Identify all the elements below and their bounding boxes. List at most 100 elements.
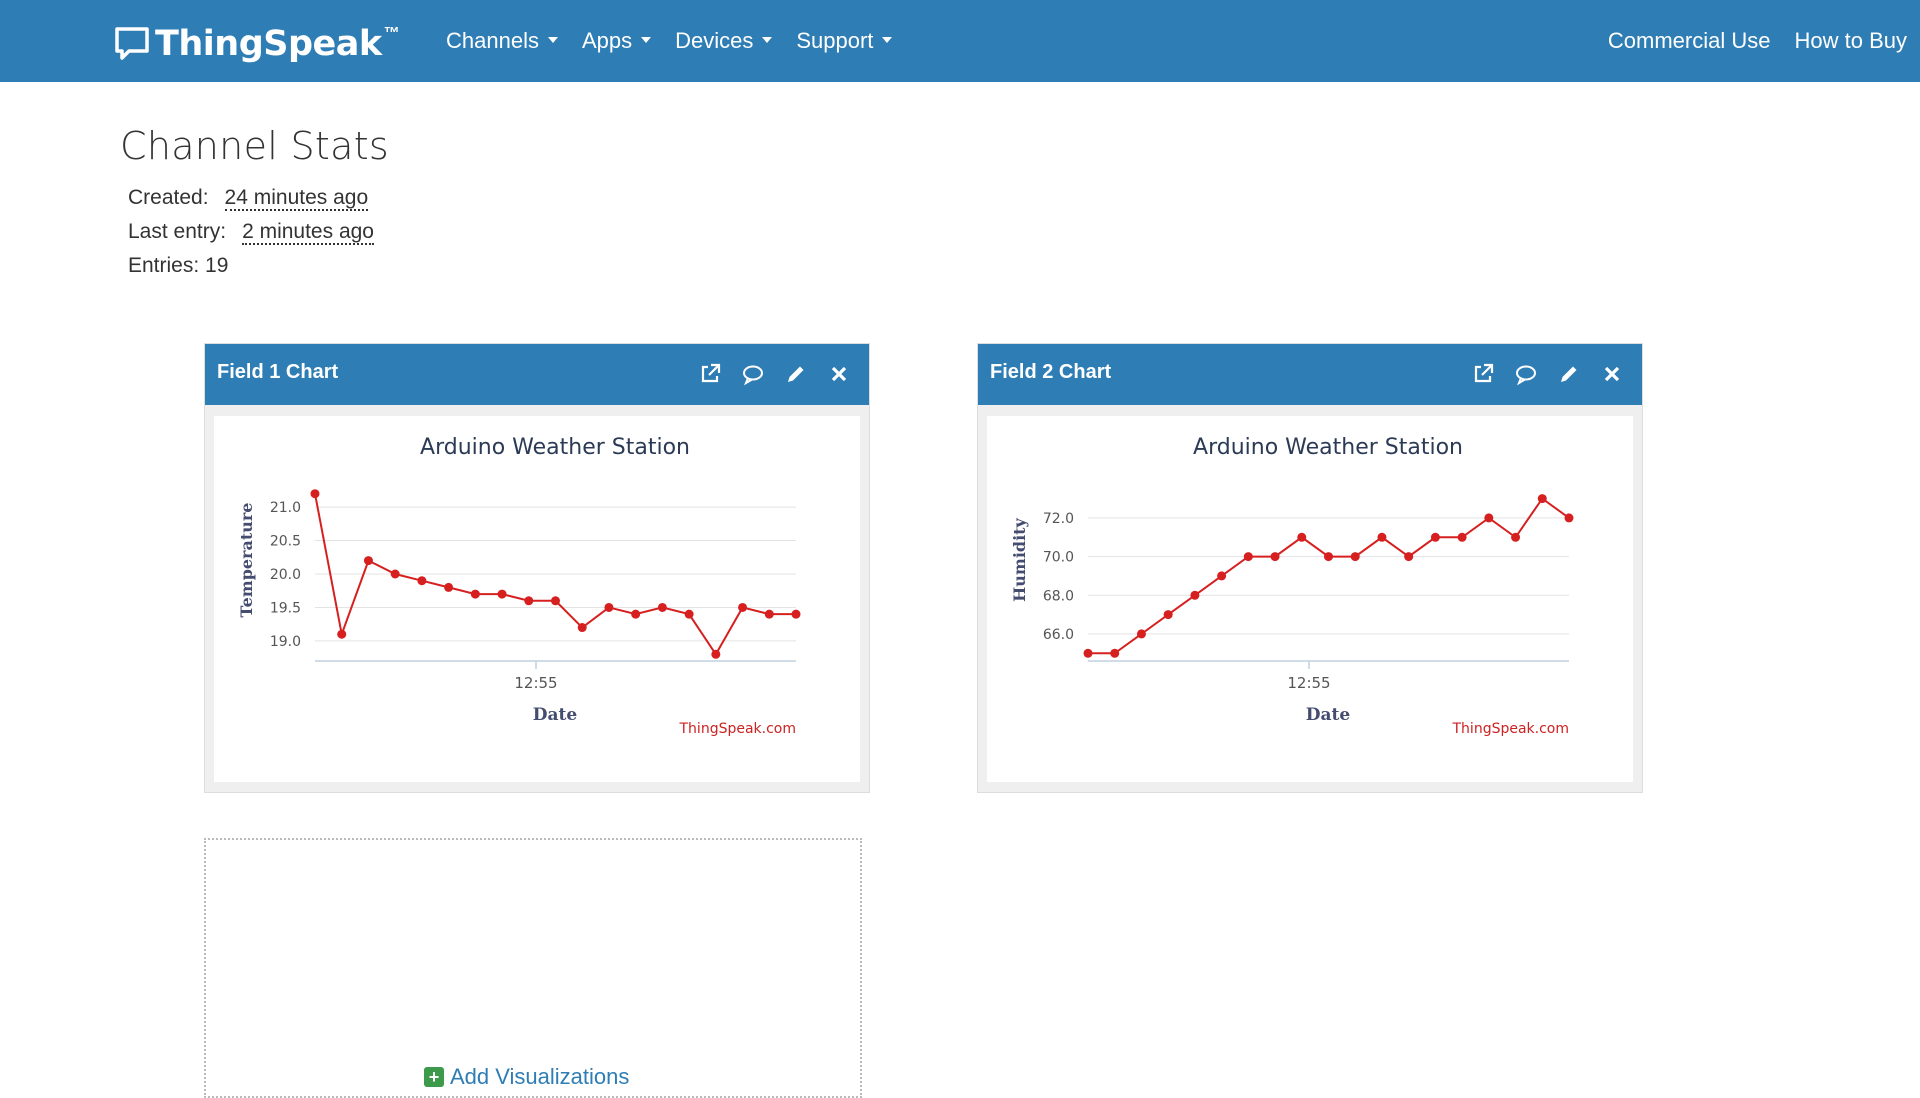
data-point xyxy=(551,596,560,606)
external-link-icon[interactable] xyxy=(698,362,722,386)
main-menu: Channels Apps Devices Support xyxy=(446,0,916,82)
data-point xyxy=(524,596,534,606)
close-icon[interactable] xyxy=(827,362,851,386)
data-point xyxy=(337,629,347,639)
data-point xyxy=(1537,494,1547,504)
chart-title: Arduino Weather Station xyxy=(420,435,690,460)
data-point xyxy=(738,602,748,612)
data-point xyxy=(1511,532,1521,542)
caret-down-icon xyxy=(762,36,773,43)
data-point xyxy=(1083,648,1093,658)
menu-support[interactable]: Support xyxy=(796,28,893,54)
external-link-icon[interactable] xyxy=(1471,362,1495,386)
data-point xyxy=(791,609,801,619)
y-tick-label: 66.0 xyxy=(1043,627,1074,643)
data-point xyxy=(310,489,320,499)
chart-container: Arduino Weather Station 19.0 19.5 20.0 20.5 2… xyxy=(214,416,860,782)
menu-apps-label: Apps xyxy=(581,28,633,53)
commercial-use-link[interactable]: Commercial Use xyxy=(1607,28,1771,53)
data-point xyxy=(1270,552,1280,562)
temperature-chart: Arduino Weather Station 19.0 19.5 20.0 20.5 2… xyxy=(237,435,801,737)
top-navbar: ThingSpeak ™ Channels Apps Devices Suppo… xyxy=(0,0,1920,82)
menu-apps[interactable]: Apps xyxy=(581,28,652,54)
data-point xyxy=(711,649,721,659)
x-axis-title: Date xyxy=(1306,705,1351,725)
y-tick-label: 20.5 xyxy=(270,534,301,550)
data-point xyxy=(1377,532,1387,542)
data-point xyxy=(444,582,454,592)
trademark-symbol: ™ xyxy=(383,25,400,42)
field-2-chart-widget: Field 2 Chart Arduino Weather Station 66.… xyxy=(977,343,1643,793)
comment-icon[interactable] xyxy=(1514,362,1538,386)
chart-credit: ThingSpeak.com xyxy=(1452,721,1570,737)
x-tick-label: 12:55 xyxy=(1287,674,1330,692)
caret-down-icon xyxy=(882,36,893,43)
data-point xyxy=(1564,513,1574,523)
widget-actions xyxy=(1452,362,1624,386)
chart-container: Arduino Weather Station 66.0 68.0 70.0 72.0 1… xyxy=(987,416,1633,782)
menu-support-label: Support xyxy=(796,28,874,53)
created-value: 24 minutes ago xyxy=(224,186,369,211)
add-visualizations-button[interactable]: + Add Visualizations xyxy=(424,1064,629,1090)
y-tick-label: 72.0 xyxy=(1043,511,1074,527)
widget-header: Field 1 Chart xyxy=(205,344,869,405)
widget-title: Field 1 Chart xyxy=(217,361,339,383)
how-to-buy-link[interactable]: How to Buy xyxy=(1794,28,1908,53)
y-tick-label: 68.0 xyxy=(1043,588,1074,604)
data-point xyxy=(1217,571,1227,581)
pencil-icon[interactable] xyxy=(1557,362,1581,386)
page-title: Channel Stats xyxy=(120,124,389,168)
chart-credit: ThingSpeak.com xyxy=(679,721,797,737)
data-point xyxy=(1484,513,1494,523)
data-point xyxy=(604,602,614,612)
series-line xyxy=(1088,497,1570,655)
data-point xyxy=(1136,629,1146,639)
data-point xyxy=(497,589,507,599)
y-tick-label: 20.0 xyxy=(270,567,301,583)
y-tick-label: 21.0 xyxy=(270,500,301,516)
y-tick-label: 19.5 xyxy=(270,600,301,616)
data-point xyxy=(417,576,427,586)
close-icon[interactable] xyxy=(1600,362,1624,386)
last-entry-value: 2 minutes ago xyxy=(242,220,374,245)
data-point xyxy=(1297,532,1307,542)
menu-devices[interactable]: Devices xyxy=(675,28,773,54)
data-point xyxy=(363,556,373,566)
y-tick-label: 19.0 xyxy=(270,634,301,650)
brand-name: ThingSpeak xyxy=(155,24,382,64)
widget-actions xyxy=(679,362,851,386)
last-entry-stat: Last entry: 2 minutes ago xyxy=(128,220,374,245)
comment-icon[interactable] xyxy=(741,362,765,386)
humidity-chart: Arduino Weather Station 66.0 68.0 70.0 72.0 1… xyxy=(1010,435,1574,737)
data-point xyxy=(1350,552,1360,562)
widget-title: Field 2 Chart xyxy=(990,361,1112,383)
y-tick-label: 70.0 xyxy=(1043,550,1074,566)
x-tick-label: 12:55 xyxy=(514,674,557,692)
thingspeak-logo[interactable]: ThingSpeak ™ xyxy=(113,24,400,64)
x-axis-title: Date xyxy=(533,705,578,725)
speech-bubble-icon xyxy=(115,27,149,60)
caret-down-icon xyxy=(641,36,652,43)
data-point xyxy=(390,569,400,579)
add-visualizations-label: Add Visualizations xyxy=(450,1064,630,1089)
data-point xyxy=(657,602,667,612)
entries-stat: Entries: 19 xyxy=(128,254,229,277)
menu-channels-label: Channels xyxy=(446,28,539,53)
data-point xyxy=(1190,590,1200,600)
widget-header: Field 2 Chart xyxy=(978,344,1642,405)
data-point xyxy=(1457,532,1467,542)
data-point xyxy=(631,609,641,619)
pencil-icon[interactable] xyxy=(784,362,808,386)
data-point xyxy=(577,623,587,633)
nav-right-links: Commercial Use How to Buy xyxy=(1584,0,1907,82)
data-point xyxy=(470,589,480,599)
data-point xyxy=(1430,532,1440,542)
data-point xyxy=(684,609,694,619)
last-entry-label: Last entry: xyxy=(128,220,227,243)
y-axis-title: Temperature xyxy=(237,503,256,618)
menu-channels[interactable]: Channels xyxy=(446,28,558,54)
created-label: Created: xyxy=(128,186,209,209)
data-point xyxy=(1163,610,1173,620)
data-point xyxy=(764,609,774,619)
y-axis-title: Humidity xyxy=(1010,517,1029,601)
